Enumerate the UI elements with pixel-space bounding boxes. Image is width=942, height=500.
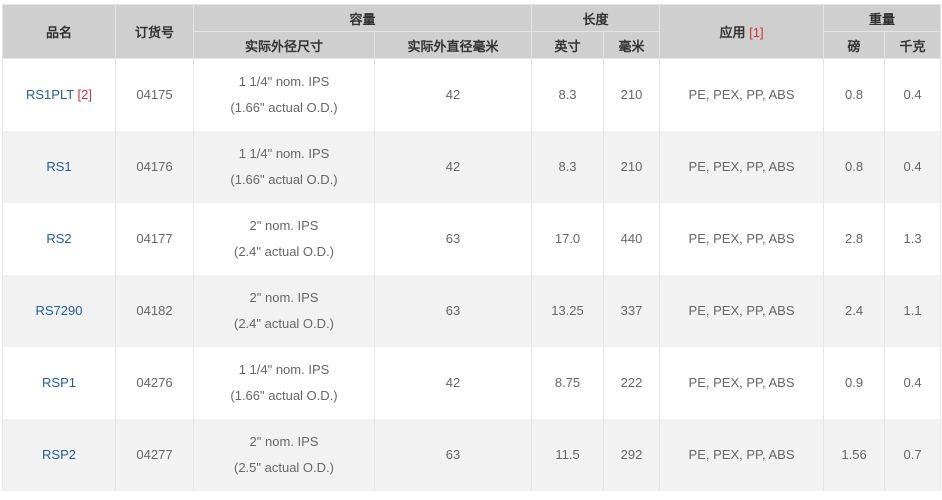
cell-w-lb: 0.8 xyxy=(823,131,886,203)
header-order: 订货号 xyxy=(115,4,194,59)
cell-w-kg: 0.4 xyxy=(884,58,942,131)
cell-len-in: 17.0 xyxy=(531,203,605,275)
header-w-kg: 千克 xyxy=(884,31,942,59)
cell-w-lb: 2.4 xyxy=(823,275,886,347)
cell-len-mm: 337 xyxy=(603,275,661,347)
cell-len-in: 11.5 xyxy=(531,419,605,491)
header-len-in: 英寸 xyxy=(531,31,605,59)
cell-application: PE, PEX, PP, ABS xyxy=(659,58,825,131)
cell-od-mm: 42 xyxy=(373,58,533,131)
cell-len-mm: 210 xyxy=(603,58,661,131)
cell-od-mm: 42 xyxy=(373,347,533,419)
cell-od-mm: 63 xyxy=(373,203,533,275)
cell-application: PE, PEX, PP, ABS xyxy=(659,203,825,275)
cell-size: 1 1/4" nom. IPS (1.66" actual O.D.) xyxy=(193,58,375,131)
cell-w-lb: 0.8 xyxy=(823,58,886,131)
table-row: RS1PLT [2] 04175 1 1/4" nom. IPS (1.66" act… xyxy=(2,58,942,131)
product-link[interactable]: RS2 xyxy=(46,231,72,246)
cell-w-kg: 1.3 xyxy=(884,203,942,275)
cell-w-lb: 2.8 xyxy=(823,203,886,275)
size-nominal: 2" nom. IPS xyxy=(249,434,319,449)
cell-size: 2" nom. IPS (2.4" actual O.D.) xyxy=(193,203,375,275)
size-actual: (2.5" actual O.D.) xyxy=(234,460,334,475)
cell-application: PE, PEX, PP, ABS xyxy=(659,131,825,203)
size-actual: (2.4" actual O.D.) xyxy=(234,244,334,259)
size-nominal: 1 1/4" nom. IPS xyxy=(238,74,330,89)
product-link[interactable]: RSP2 xyxy=(42,447,76,462)
cell-od-mm: 42 xyxy=(373,131,533,203)
cell-w-kg: 0.7 xyxy=(884,419,942,491)
size-nominal: 2" nom. IPS xyxy=(249,218,319,233)
footnote-link[interactable]: [2] xyxy=(77,87,93,102)
cell-w-kg: 0.4 xyxy=(884,347,942,419)
cell-order: 04176 xyxy=(115,131,194,203)
cell-od-mm: 63 xyxy=(373,275,533,347)
cell-len-mm: 440 xyxy=(603,203,661,275)
size-actual: (1.66" actual O.D.) xyxy=(230,172,338,187)
cell-order: 04175 xyxy=(115,58,194,131)
size-actual: (1.66" actual O.D.) xyxy=(230,100,338,115)
product-link[interactable]: RS1 xyxy=(46,159,72,174)
header-capacity: 容量 xyxy=(192,4,533,32)
cell-order: 04276 xyxy=(115,347,194,419)
table-row: RS7290 04182 2" nom. IPS (2.4" actual O.D.)… xyxy=(2,275,942,347)
header-cap-mm: 实际外直径毫米 xyxy=(373,31,533,59)
cell-len-mm: 222 xyxy=(603,347,661,419)
size-actual: (1.66" actual O.D.) xyxy=(230,388,338,403)
product-link[interactable]: RSP1 xyxy=(42,375,76,390)
size-actual: (2.4" actual O.D.) xyxy=(234,316,334,331)
table-row: RSP2 04277 2" nom. IPS (2.5" actual O.D.) 63… xyxy=(2,419,942,491)
cell-application: PE, PEX, PP, ABS xyxy=(659,419,825,491)
cell-w-lb: 0.9 xyxy=(823,347,886,419)
cell-name: RS7290 xyxy=(2,275,116,347)
header-len-mm: 毫米 xyxy=(603,31,661,59)
cell-len-in: 13.25 xyxy=(531,275,605,347)
cell-size: 1 1/4" nom. IPS (1.66" actual O.D.) xyxy=(193,347,375,419)
footnote-link[interactable]: [1] xyxy=(749,25,764,40)
product-link[interactable]: RS1PLT xyxy=(25,87,74,102)
cell-w-lb: 1.56 xyxy=(823,419,886,491)
header-application-label: 应用 xyxy=(719,25,746,40)
product-table-container: 品名 订货号 容量 长度 应用 [1] 重量 实际外径尺寸 实际外直径毫米 英寸… xyxy=(2,4,942,491)
cell-name: RS2 xyxy=(2,203,116,275)
cell-name: RS1 xyxy=(2,131,116,203)
cell-size: 2" nom. IPS (2.4" actual O.D.) xyxy=(193,275,375,347)
product-link[interactable]: RS7290 xyxy=(35,303,83,318)
table-row: RSP1 04276 1 1/4" nom. IPS (1.66" actual O.… xyxy=(2,347,942,419)
header-cap-size: 实际外径尺寸 xyxy=(193,31,375,59)
cell-order: 04177 xyxy=(115,203,194,275)
cell-order: 04182 xyxy=(115,275,194,347)
cell-od-mm: 63 xyxy=(373,419,533,491)
header-application: 应用 [1] xyxy=(659,4,825,59)
header-length: 长度 xyxy=(531,4,661,32)
cell-len-in: 8.3 xyxy=(531,58,605,131)
header-w-lb: 磅 xyxy=(823,31,886,59)
cell-len-mm: 210 xyxy=(603,131,661,203)
cell-name: RSP2 xyxy=(2,419,116,491)
table-row: RS1 04176 1 1/4" nom. IPS (1.66" actual O.D… xyxy=(2,131,942,203)
cell-w-kg: 1.1 xyxy=(884,275,942,347)
cell-application: PE, PEX, PP, ABS xyxy=(659,275,825,347)
size-nominal: 2" nom. IPS xyxy=(249,290,319,305)
cell-size: 2" nom. IPS (2.5" actual O.D.) xyxy=(193,419,375,491)
table-row: RS2 04177 2" nom. IPS (2.4" actual O.D.) 63 1… xyxy=(2,203,942,275)
product-table: 品名 订货号 容量 长度 应用 [1] 重量 实际外径尺寸 实际外直径毫米 英寸… xyxy=(2,4,942,491)
header-weight: 重量 xyxy=(823,4,942,32)
cell-len-mm: 292 xyxy=(603,419,661,491)
size-nominal: 1 1/4" nom. IPS xyxy=(238,362,330,377)
header-name: 品名 xyxy=(2,4,116,59)
cell-name: RS1PLT [2] xyxy=(2,58,116,131)
cell-len-in: 8.75 xyxy=(531,347,605,419)
cell-application: PE, PEX, PP, ABS xyxy=(659,347,825,419)
cell-len-in: 8.3 xyxy=(531,131,605,203)
cell-size: 1 1/4" nom. IPS (1.66" actual O.D.) xyxy=(193,131,375,203)
size-nominal: 1 1/4" nom. IPS xyxy=(238,146,330,161)
cell-order: 04277 xyxy=(115,419,194,491)
cell-w-kg: 0.4 xyxy=(884,131,942,203)
cell-name: RSP1 xyxy=(2,347,116,419)
